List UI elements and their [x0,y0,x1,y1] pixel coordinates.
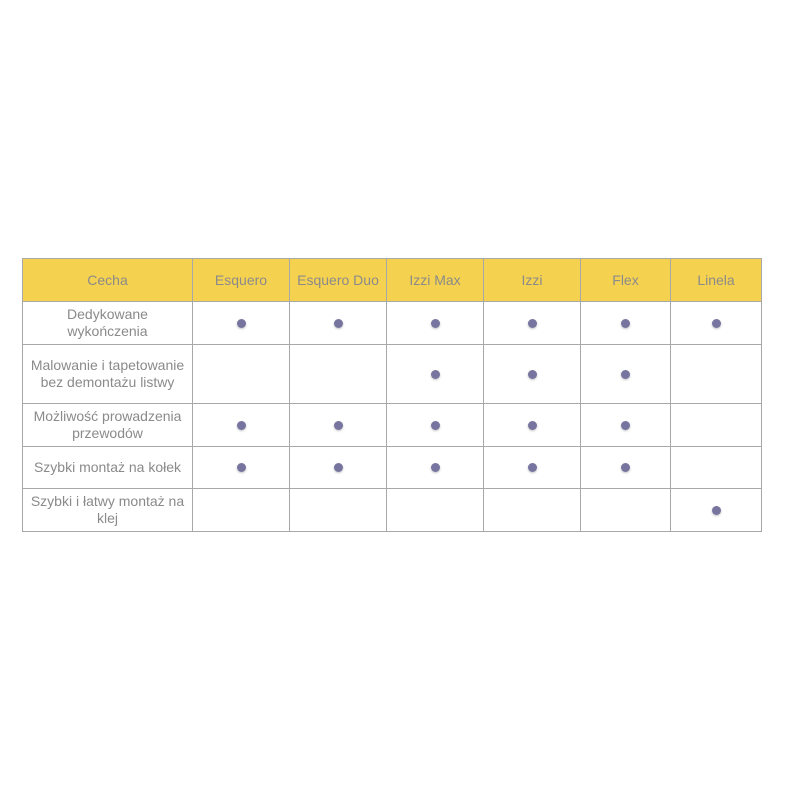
mark-cell [192,301,290,345]
dot-icon [527,369,537,379]
feature-cell: Szybki i łatwy montaż na klej [22,488,193,532]
mark-cell [670,403,762,447]
mark-cell [483,403,581,447]
header-linela: Linela [670,258,762,302]
comparison-table: Cecha Esquero Esquero Duo Izzi Max Izzi … [22,258,762,532]
dot-icon [527,318,537,328]
header-izzi-max: Izzi Max [386,258,484,302]
table-row: Szybki montaż na kołek [22,446,762,489]
mark-cell [289,301,387,345]
dot-icon [333,318,343,328]
mark-cell [289,403,387,447]
mark-cell [580,488,671,532]
mark-cell [670,301,762,345]
table-row: Szybki i łatwy montaż na klej [22,488,762,532]
mark-cell [192,344,290,404]
header-cecha: Cecha [22,258,193,302]
header-izzi: Izzi [483,258,581,302]
dot-icon [621,463,630,472]
dot-icon [430,369,440,379]
dot-icon [621,369,630,379]
mark-cell [580,301,671,345]
feature-cell: Malowanie i tapetowanie bez demontażu li… [22,344,193,404]
feature-cell: Możliwość prowadzenia przewodów [22,403,193,447]
mark-cell [483,446,581,489]
header-esquero-duo: Esquero Duo [289,258,387,302]
dot-icon [711,318,721,328]
mark-cell [192,446,290,489]
header-flex: Flex [580,258,671,302]
mark-cell [483,301,581,345]
dot-icon [527,463,537,472]
mark-cell [289,344,387,404]
dot-icon [430,318,440,328]
dot-icon [430,463,440,472]
dot-icon [236,420,246,430]
mark-cell [580,446,671,489]
mark-cell [386,344,484,404]
table-row: Malowanie i tapetowanie bez demontażu li… [22,344,762,404]
dot-icon [621,318,630,328]
mark-cell [483,488,581,532]
dot-icon [430,420,440,430]
dot-icon [333,463,343,472]
header-row: Cecha Esquero Esquero Duo Izzi Max Izzi … [22,258,762,302]
mark-cell [192,488,290,532]
mark-cell [580,344,671,404]
header-esquero: Esquero [192,258,290,302]
mark-cell [670,344,762,404]
table-row: Możliwość prowadzenia przewodów [22,403,762,447]
table-row: Dedykowane wykończenia [22,301,762,345]
mark-cell [386,403,484,447]
mark-cell [386,446,484,489]
mark-cell [192,403,290,447]
feature-cell: Szybki montaż na kołek [22,446,193,489]
mark-cell [386,488,484,532]
dot-icon [236,463,246,472]
dot-icon [711,505,721,515]
dot-icon [236,318,246,328]
mark-cell [670,488,762,532]
mark-cell [386,301,484,345]
dot-icon [527,420,537,430]
dot-icon [333,420,343,430]
dot-icon [621,420,630,430]
mark-cell [483,344,581,404]
mark-cell [580,403,671,447]
mark-cell [670,446,762,489]
feature-cell: Dedykowane wykończenia [22,301,193,345]
mark-cell [289,446,387,489]
mark-cell [289,488,387,532]
